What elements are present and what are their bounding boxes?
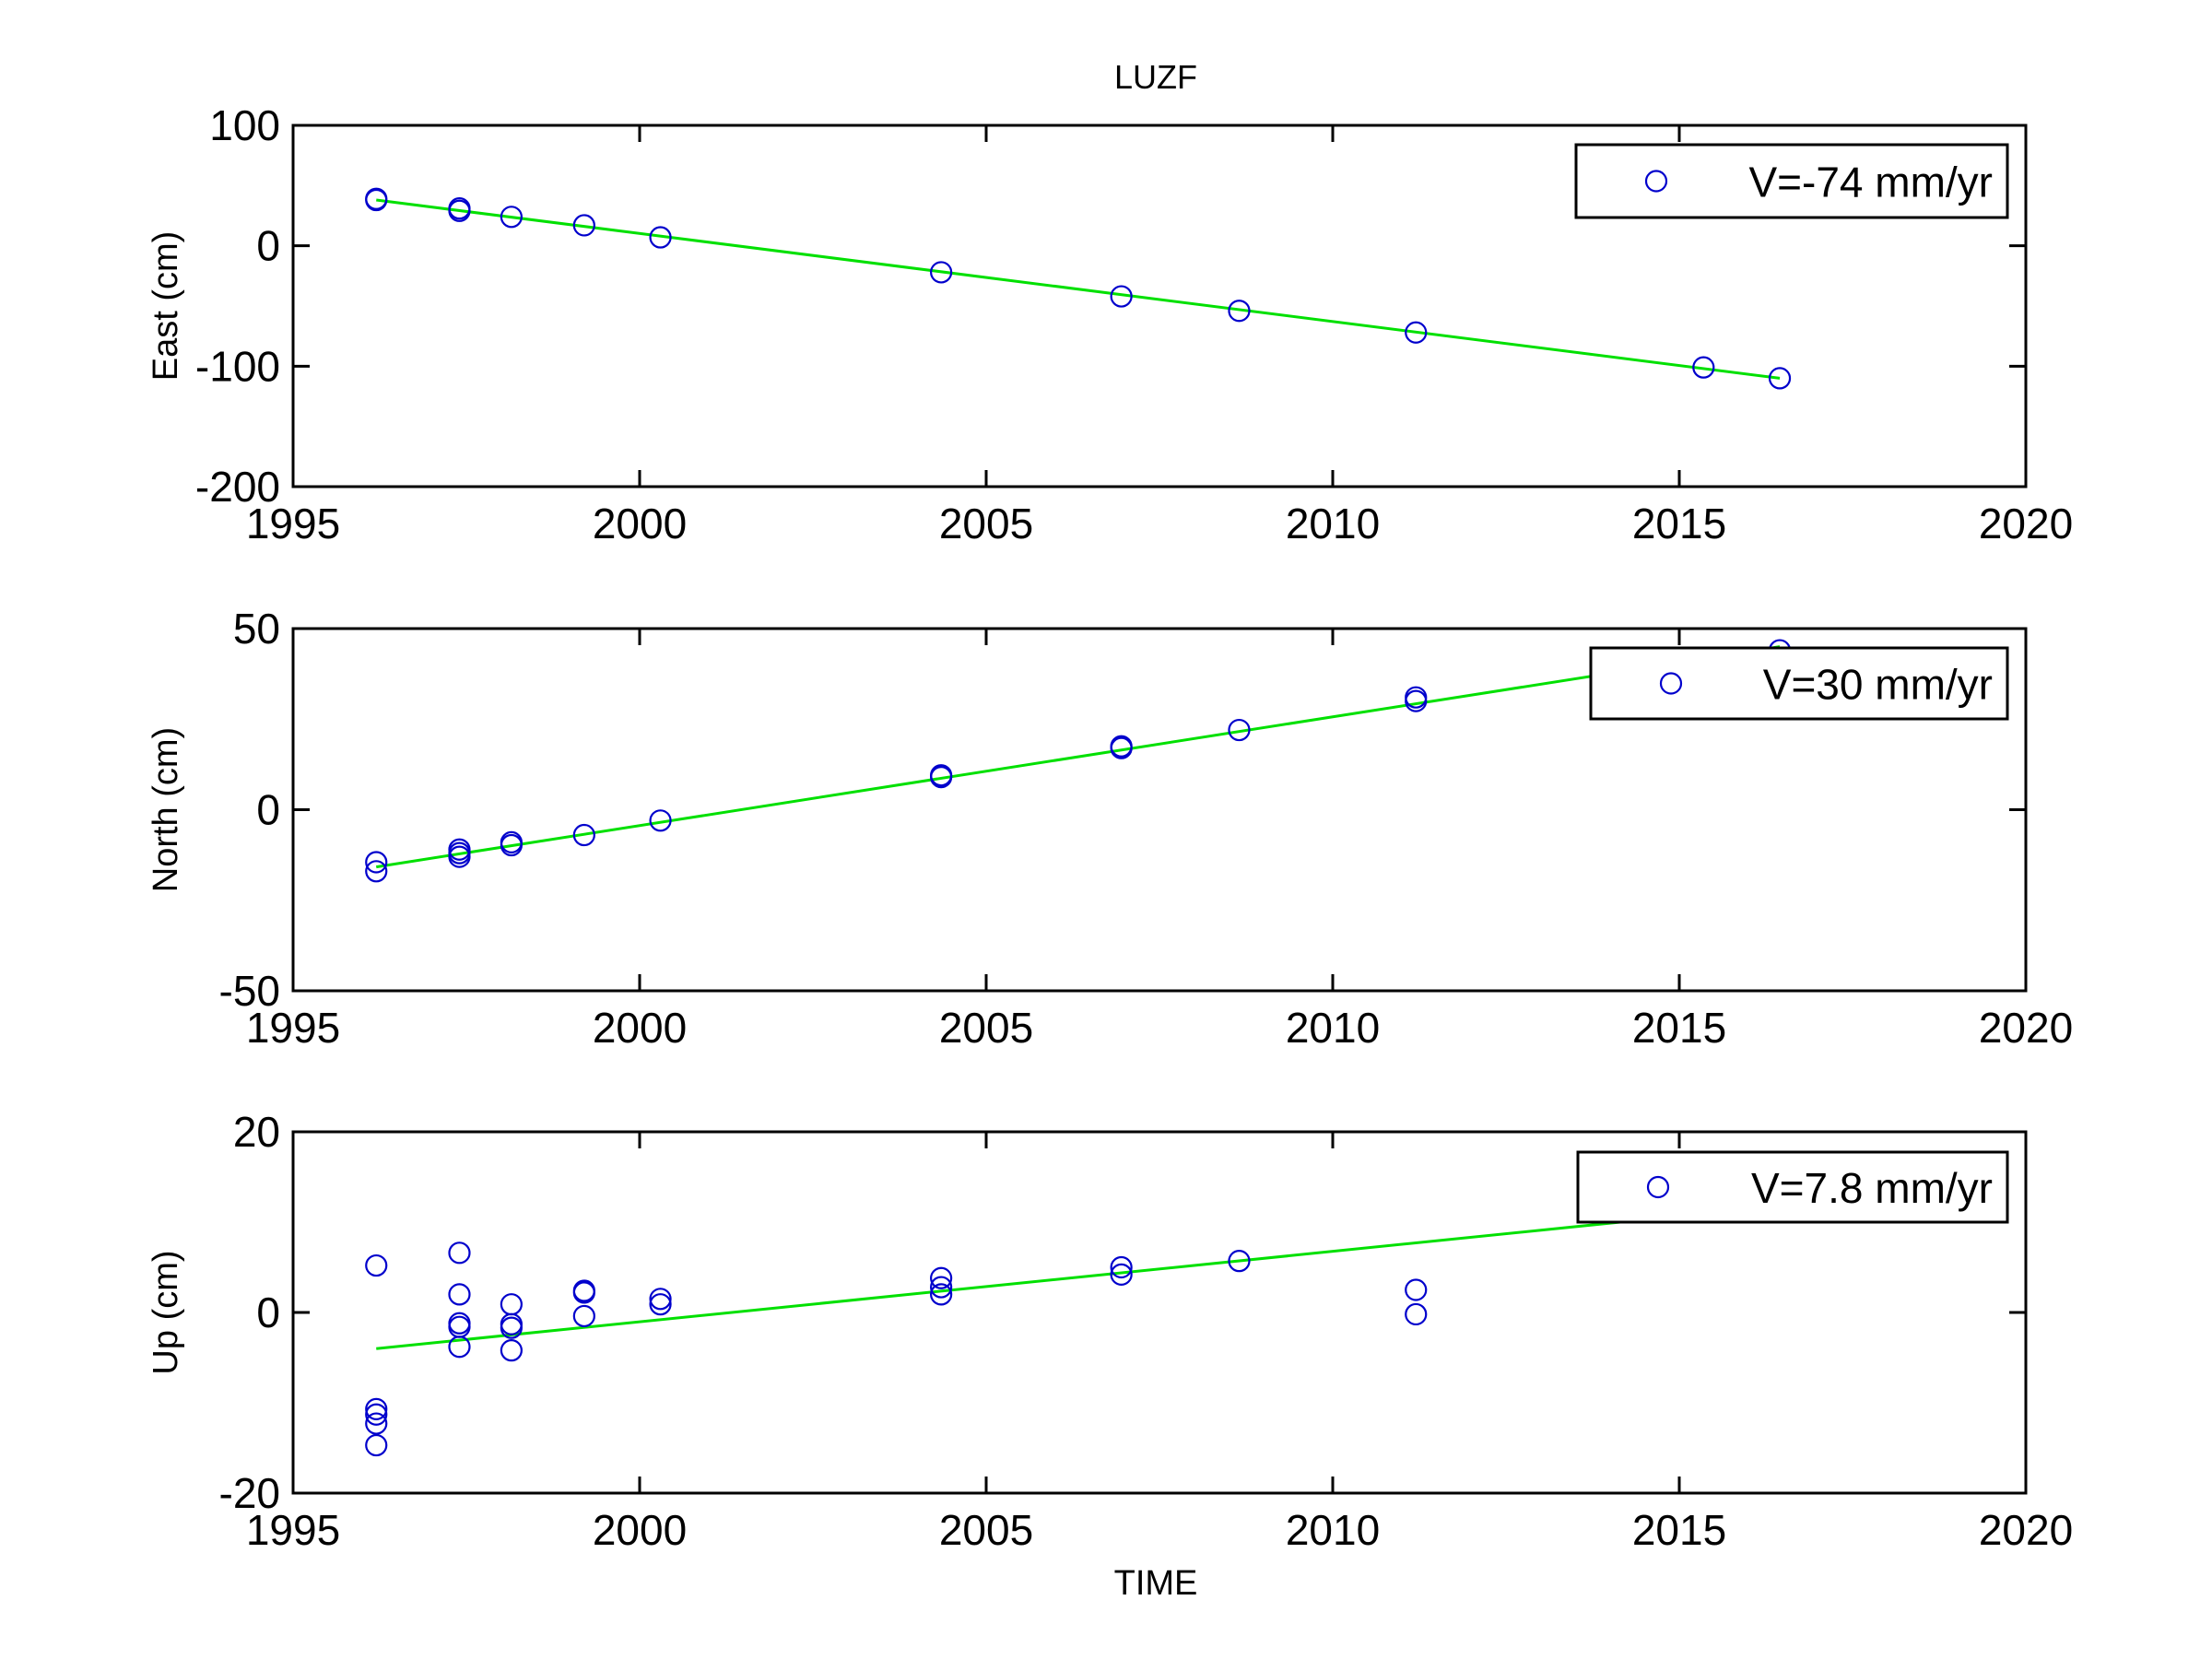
x-tick-label: 2015 [1632,500,1726,547]
y-tick-label: 0 [256,1288,280,1336]
data-point [572,1304,595,1328]
subplot-1: 1995 2000 2005 2010 2015 2020 -200 -100 0 100 East… [147,101,2073,547]
data-point [448,845,471,868]
subplot-2: 1995 2000 2005 2010 2015 2020 -50 0 50 North (cm)… [147,605,2073,1052]
fit-line [376,645,1781,869]
y-tick-label: 50 [233,605,280,653]
data-point [1405,321,1428,344]
data-point [649,1288,672,1311]
data-point [365,1412,388,1435]
data-point [1768,367,1792,390]
legend-label: V=-74 mm/yr [1748,159,1993,206]
y-tick-label: 100 [209,101,280,149]
data-point [930,766,953,789]
y-tick-label: -200 [195,463,280,511]
y-tick-label: -50 [219,967,280,1015]
data-point [1110,735,1133,758]
x-tick-label: 2010 [1286,500,1380,547]
y-tick-label: 0 [256,786,280,834]
data-point [1405,689,1428,712]
x-tick-label: 2000 [593,1506,687,1554]
data-point [930,261,953,284]
data-point [365,860,388,883]
legend-label: V=7.8 mm/yr [1751,1164,1993,1212]
x-tick-label: 2000 [593,1004,687,1052]
legend: V=-74 mm/yr [1574,143,2009,219]
y-tick-label: 20 [233,1108,280,1156]
legend-marker [1659,672,1683,695]
x-tick-label: 2020 [1979,1004,2073,1052]
data-point [365,1397,388,1420]
data-point [448,1283,471,1306]
x-tick-label: 2005 [939,1506,1033,1554]
data-point [365,188,388,212]
x-tick-label: 1995 [246,500,340,547]
data-point [365,1253,388,1277]
data-point [572,1281,595,1304]
x-tick-label: 1995 [246,1004,340,1052]
y-axis-label: North (cm) [147,727,185,892]
y-axis-label: Up (cm) [147,1250,185,1374]
axes-frame [291,124,2028,488]
data-point [448,1241,471,1265]
x-tick-label: 2015 [1632,1004,1726,1052]
x-tick-label: 2005 [939,1004,1033,1052]
data-point [1228,718,1251,742]
data-point [365,1433,388,1457]
data-point [649,226,672,249]
data-point [500,1316,523,1339]
x-tick-label: 2020 [1979,500,2073,547]
data-point [1110,1263,1133,1286]
y-tick-label: 0 [256,222,280,270]
data-point [1228,300,1251,323]
x-tick-label: 2020 [1979,1506,2073,1554]
data-point [1110,1255,1133,1279]
x-tick-label: 1995 [246,1506,340,1554]
data-point [1228,1250,1251,1273]
data-point [1405,1302,1428,1326]
x-tick-label: 2005 [939,500,1033,547]
data-point [365,1403,388,1426]
legend: V=30 mm/yr [1589,646,2009,721]
data-point [500,833,523,857]
legend-marker [1644,170,1668,193]
data-point [930,1266,953,1289]
data-point [649,1293,672,1316]
data-point [930,1276,953,1299]
x-tick-label: 2015 [1632,1506,1726,1554]
data-point [448,199,471,222]
x-tick-label: 2000 [593,500,687,547]
data-point [448,1335,471,1359]
fit-line [376,1204,1781,1350]
data-point [649,809,672,832]
data-point [500,206,523,229]
fit-line [376,198,1781,380]
data-point [572,214,595,237]
data-point [365,851,388,874]
data-point [1405,1278,1428,1301]
legend-marker [1646,1175,1670,1199]
y-tick-label: -20 [219,1469,280,1517]
legend-box [1576,1150,2009,1224]
data-point [1110,285,1133,308]
data-point [930,1283,953,1306]
x-axis-label: TIME [1114,1564,1198,1603]
data-point [500,1339,523,1362]
legend-box [1574,143,2009,219]
figure-title: LUZF [1114,58,1197,96]
legend-label: V=30 mm/yr [1763,661,1993,709]
legend: V=7.8 mm/yr [1576,1150,2009,1224]
x-tick-label: 2010 [1286,1506,1380,1554]
data-point [572,823,595,847]
subplot-3: 1995 2000 2005 2010 2015 2020 -20 0 20 Up (cm) V=7… [147,1108,2073,1554]
x-tick-label: 2010 [1286,1004,1380,1052]
data-point [1692,356,1715,379]
subplots: 1995 2000 2005 2010 2015 2020-200-1000100East… [147,101,2073,1554]
y-axis-label: East (cm) [147,231,185,382]
y-tick-label: -100 [195,342,280,390]
